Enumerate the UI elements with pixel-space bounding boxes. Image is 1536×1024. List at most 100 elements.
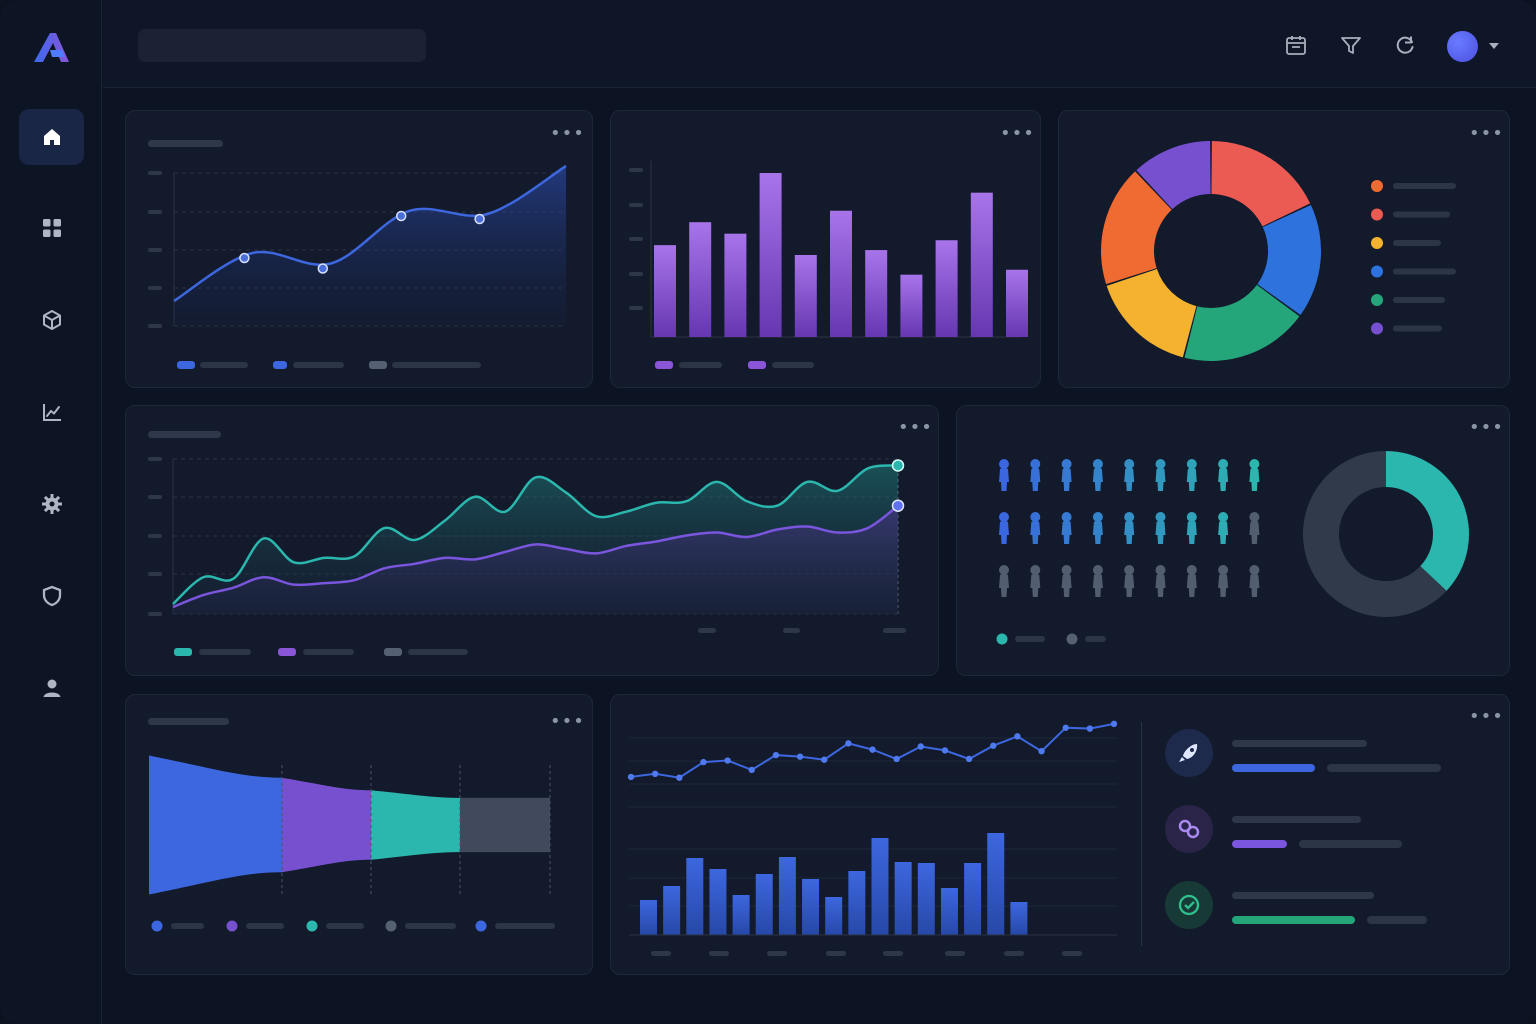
donut-slice xyxy=(1303,451,1447,617)
person-icon xyxy=(1155,467,1166,491)
person-icon xyxy=(1092,573,1103,597)
top-bar xyxy=(103,0,1536,88)
person-icon xyxy=(1249,573,1260,597)
person-icon xyxy=(1155,459,1166,469)
data-point xyxy=(891,459,905,472)
card-title xyxy=(148,140,223,147)
person-icon xyxy=(1218,512,1229,522)
data-point xyxy=(317,263,329,274)
y-tick-label xyxy=(148,248,162,252)
legend-swatch xyxy=(384,648,402,656)
more-options-button[interactable]: ••• xyxy=(1469,417,1504,438)
person-icon xyxy=(1061,573,1072,597)
legend-label xyxy=(303,649,354,655)
filter-button[interactable] xyxy=(1338,32,1364,58)
bar xyxy=(940,888,958,935)
progress-list xyxy=(1165,729,1441,929)
person-icon xyxy=(1092,520,1103,544)
divider xyxy=(1141,722,1142,946)
card-combo-progress: ••• xyxy=(610,694,1510,975)
bar xyxy=(871,838,889,935)
more-options-button[interactable]: ••• xyxy=(550,711,585,732)
legend-swatch xyxy=(226,920,238,932)
dual-area-chart xyxy=(148,457,906,633)
refresh-icon xyxy=(1396,36,1414,54)
person-icon xyxy=(1092,459,1103,469)
bar xyxy=(794,255,817,337)
person-icon xyxy=(1061,520,1072,544)
bar xyxy=(802,879,820,935)
x-tick-label xyxy=(826,951,846,956)
bar xyxy=(865,250,888,337)
person-icon xyxy=(1249,467,1260,491)
legend-label xyxy=(405,923,456,929)
x-tick-label xyxy=(698,628,716,633)
person-icon xyxy=(1030,520,1041,544)
person-icon xyxy=(1030,573,1041,597)
more-options-button[interactable]: ••• xyxy=(1000,123,1035,144)
y-tick-label xyxy=(148,457,162,461)
refresh-button[interactable] xyxy=(1392,32,1418,58)
nav-profile[interactable] xyxy=(19,660,84,716)
person-icon xyxy=(1030,565,1041,575)
legend-label xyxy=(1393,268,1456,275)
data-point xyxy=(1110,720,1118,728)
legend-swatch xyxy=(306,920,318,932)
calendar-icon xyxy=(1286,36,1306,55)
bar xyxy=(830,210,852,337)
data-point xyxy=(724,757,731,764)
more-options-button[interactable]: ••• xyxy=(1469,123,1504,144)
more-options-button[interactable]: ••• xyxy=(1469,706,1504,727)
person-icon xyxy=(1124,573,1135,597)
bar xyxy=(689,222,712,337)
bar xyxy=(755,874,773,935)
legend-label xyxy=(293,362,344,368)
card-title xyxy=(148,718,229,725)
progress-icon-badge xyxy=(1165,881,1213,929)
person-icon xyxy=(1124,512,1135,522)
legend-swatch xyxy=(1371,294,1383,306)
person-icon xyxy=(1124,565,1135,575)
person-icon xyxy=(1186,467,1197,491)
data-point xyxy=(772,751,780,759)
legend-label xyxy=(1015,636,1045,642)
data-point xyxy=(651,770,659,777)
legend-label xyxy=(200,362,248,368)
y-tick-label xyxy=(148,495,162,499)
legend-swatch xyxy=(369,361,387,369)
person-icon xyxy=(1061,459,1072,469)
person-icon xyxy=(1218,459,1229,469)
more-options-button[interactable]: ••• xyxy=(550,123,585,144)
filter-icon xyxy=(1341,37,1361,54)
bar xyxy=(709,869,727,935)
nav-analytics[interactable] xyxy=(19,384,84,440)
y-tick-label xyxy=(629,168,643,172)
series-line xyxy=(172,464,899,605)
donut-slice xyxy=(1386,451,1469,591)
y-tick-label xyxy=(148,171,162,175)
nav-security[interactable] xyxy=(19,568,84,624)
person-icon xyxy=(1030,467,1041,491)
search-input[interactable] xyxy=(138,29,426,62)
data-point xyxy=(395,210,407,222)
data-point xyxy=(965,755,973,763)
nav-home[interactable] xyxy=(19,109,84,165)
more-options-button[interactable]: ••• xyxy=(898,417,933,438)
chevron-down-icon[interactable] xyxy=(1486,38,1502,54)
y-tick-label xyxy=(629,203,643,207)
data-point xyxy=(1014,733,1021,740)
bar xyxy=(778,857,796,935)
progress-fill xyxy=(1232,840,1287,848)
data-point xyxy=(700,758,707,766)
avatar[interactable] xyxy=(1447,31,1478,62)
nav-grid[interactable] xyxy=(19,200,84,256)
data-point xyxy=(676,774,683,781)
nav-settings[interactable] xyxy=(19,476,84,532)
calendar-button[interactable] xyxy=(1283,32,1309,58)
link-icon xyxy=(1178,819,1200,839)
y-tick-label xyxy=(629,272,643,276)
home-icon xyxy=(43,129,60,145)
legend-swatch xyxy=(1371,265,1383,278)
nav-cube[interactable] xyxy=(19,292,84,348)
cube-icon xyxy=(42,310,61,330)
